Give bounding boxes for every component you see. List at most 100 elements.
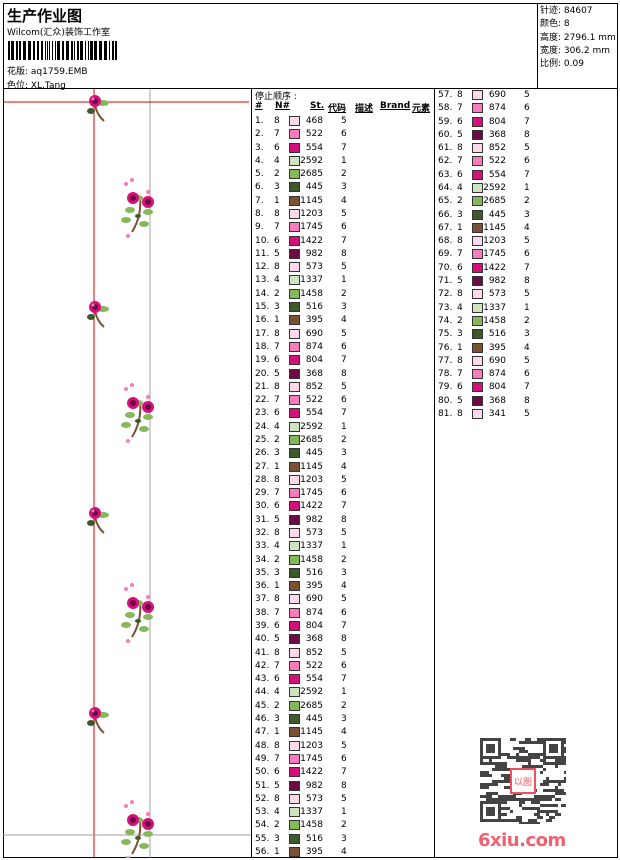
color-stop-row: 46. 3 445 3 [252,713,432,726]
color-swatch [289,328,300,339]
thread-code: 2 [341,434,347,445]
color-count: 颜色: 8 [540,19,570,30]
thread-code: 6 [341,660,347,671]
needle-number: 6 [274,235,280,246]
thread-code: 6 [341,607,347,618]
flower-motif-large [121,583,154,643]
thread-code: 3 [524,209,530,220]
row-number: 37. [255,594,270,605]
stitch-count: 522 [488,156,506,167]
stamp-text: 以图 [514,777,532,788]
stitch-count: 468 [305,116,323,126]
stitch-count: 1458 [300,820,323,831]
thread-code: 4 [524,342,530,353]
color-stop-row: 72. 8 573 5 [435,288,615,301]
needle-number: 7 [274,341,280,352]
color-stop-row: 69. 7 1745 6 [435,248,615,261]
stitch-count: 1745 [483,249,506,260]
needle-number: 1 [274,461,280,472]
thread-code: 8 [524,276,530,287]
row-number: 13. [255,275,270,286]
thread-code: 8 [341,248,347,259]
row-number: 32. [255,527,270,538]
needle-number: 5 [274,634,280,645]
stitch-count: 804 [488,116,506,127]
color-swatch [472,90,483,100]
stitch-count: 1422 [300,501,323,512]
color-stop-row: 8. 8 1203 5 [252,208,432,221]
needle-number: 6 [274,142,280,153]
stitch-count: 874 [305,341,323,352]
color-stop-row: 45. 2 2685 2 [252,700,432,713]
needle-number: 6 [457,382,463,393]
row-number: 68. [438,236,453,247]
color-swatch [472,315,483,326]
row-number: 71. [438,276,453,287]
color-sequence-column-2: 57. 8 690 5 58. 7 874 6 59. 6 804 7 60. 5 368 8 61. 8 852 5… [435,89,617,858]
needle-number: 8 [274,262,280,273]
color-stop-row: 80. 5 368 8 [435,395,615,408]
flower-motif-small [87,95,109,122]
thread-code: 5 [341,740,347,751]
color-swatch [289,753,300,764]
stitch-count: 368 [305,634,323,645]
row-number: 34. [255,554,270,565]
row-number: 46. [255,714,270,725]
color-stop-row: 49. 7 1745 6 [252,753,432,766]
row-number: 72. [438,289,453,300]
design-height: 高度: 2796.1 mm [540,32,616,43]
thread-code: 8 [341,514,347,525]
row-number: 44. [255,687,270,698]
color-swatch [289,116,300,126]
stitch-count: 573 [488,289,506,300]
flower-motif-small [87,301,109,328]
needle-number: 1 [457,222,463,233]
color-stop-row: 1. 8 468 5 [252,115,432,128]
needle-number: 8 [457,289,463,300]
row-number: 62. [438,156,453,167]
needle-number: 4 [274,807,280,818]
color-swatch [472,302,483,313]
color-stop-row: 81. 8 341 5 [435,408,615,421]
thread-code: 7 [341,142,347,153]
stitch-count: 982 [488,276,506,287]
needle-number: 3 [457,329,463,340]
color-swatch [289,448,300,459]
row-number: 81. [438,408,453,419]
col-header-number: # [255,101,263,111]
color-stop-row: 19. 6 804 7 [252,354,432,367]
color-swatch [289,288,300,299]
row-number: 50. [255,767,270,778]
row-number: 19. [255,355,270,366]
barcode-bar [16,41,18,60]
needle-number: 8 [274,527,280,538]
row-number: 76. [438,342,453,353]
color-swatch [472,222,483,233]
header: 生产作业图 Wilcom(汇众)装饰工作室 花版: aq1759.EMB 色位:… [3,3,618,91]
thread-code: 1 [341,687,347,698]
color-swatch [472,262,483,273]
color-swatch [289,421,300,432]
color-swatch [289,209,300,220]
color-stop-row: 15. 3 516 3 [252,301,432,314]
row-number: 58. [438,103,453,114]
needle-number: 6 [274,621,280,632]
stitch-count: 554 [305,674,323,685]
row-number: 80. [438,395,453,406]
color-stop-row: 79. 6 804 7 [435,381,615,394]
thread-code: 7 [341,501,347,512]
stitch-count: 1422 [300,767,323,778]
row-number: 2. [255,129,264,140]
needle-number: 8 [457,143,463,154]
row-number: 77. [438,355,453,366]
stitch-count: 982 [305,248,323,259]
color-stop-row: 51. 5 982 8 [252,780,432,793]
stitch-count: 852 [488,143,506,154]
needle-number: 3 [274,182,280,193]
row-number: 69. [438,249,453,260]
color-swatch [289,275,300,286]
color-swatch [472,369,483,380]
stitch-count: 395 [305,315,323,326]
barcode-bar [19,41,21,60]
barcode-bar [109,41,110,60]
